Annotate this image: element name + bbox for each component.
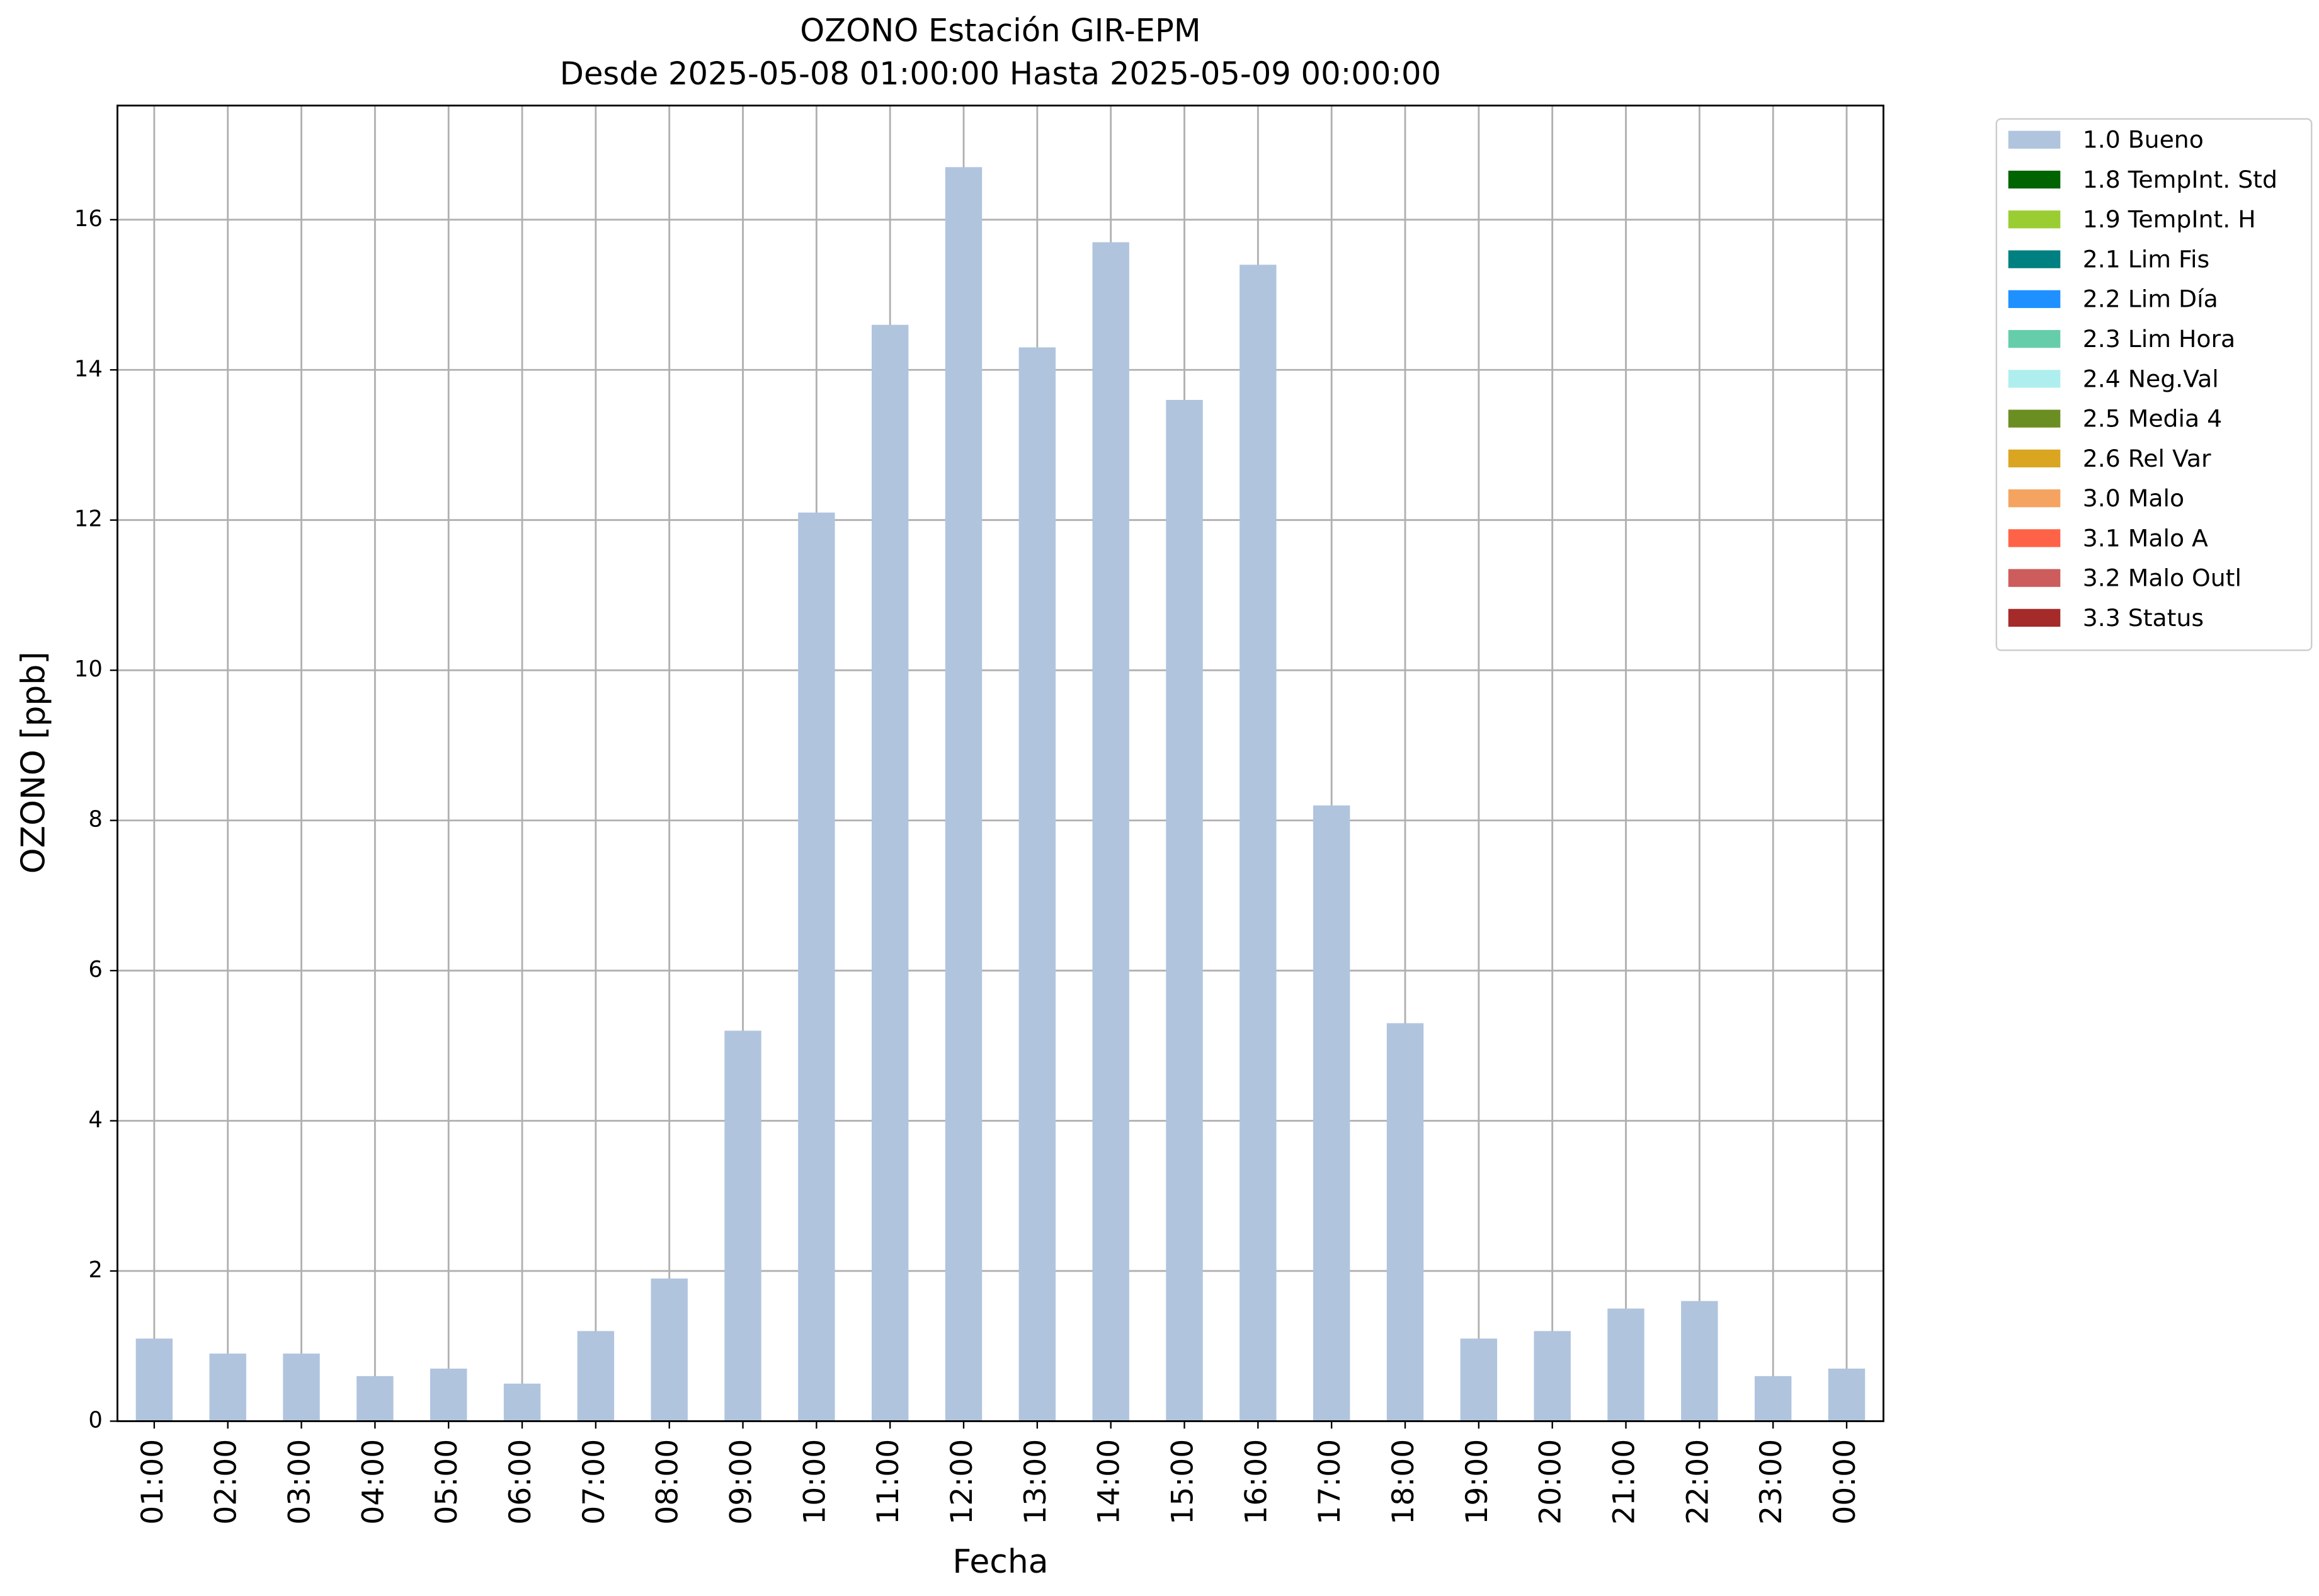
x-tick-label: 21:00	[1607, 1439, 1642, 1525]
x-tick-label: 15:00	[1166, 1439, 1200, 1525]
x-tick-label: 23:00	[1754, 1439, 1789, 1525]
x-tick-label: 22:00	[1680, 1439, 1715, 1525]
x-tick-label: 11:00	[871, 1439, 906, 1525]
x-tick-label: 02:00	[209, 1439, 244, 1525]
bar-segment	[1607, 1308, 1644, 1422]
bar-segment	[577, 1331, 615, 1422]
legend-swatch	[2008, 489, 2061, 508]
legend-label: 3.2 Malo Outl	[2083, 564, 2242, 592]
legend-label: 2.5 Media 4	[2083, 405, 2222, 433]
x-tick-label: 10:00	[797, 1439, 832, 1525]
y-tick-label: 4	[88, 1107, 103, 1133]
y-tick-label: 12	[74, 506, 103, 532]
bar-segment	[1754, 1376, 1792, 1422]
legend-swatch	[2008, 130, 2061, 149]
x-tick-label: 09:00	[724, 1439, 759, 1525]
bars	[135, 167, 1866, 1422]
legend-swatch	[2008, 569, 2061, 587]
bar-segment	[798, 512, 835, 1422]
x-tick-label: 17:00	[1313, 1439, 1347, 1525]
x-tick-label: 20:00	[1534, 1439, 1568, 1525]
y-tick-label: 14	[74, 356, 103, 382]
y-tick-label: 2	[88, 1257, 103, 1283]
legend-swatch	[2008, 210, 2061, 229]
bar-segment	[1534, 1331, 1571, 1422]
x-tick-label: 01:00	[135, 1439, 170, 1525]
legend-swatch	[2008, 170, 2061, 189]
legend-label: 3.1 Malo A	[2083, 524, 2208, 552]
bar-segment	[1460, 1338, 1498, 1422]
x-tick-label: 19:00	[1460, 1439, 1495, 1525]
bar-segment	[871, 324, 909, 1422]
legend-label: 2.3 Lim Hora	[2083, 325, 2235, 353]
legend-label: 2.6 Rel Var	[2083, 445, 2211, 472]
bar-segment	[651, 1278, 688, 1422]
chart-subtitle: Desde 2025-05-08 01:00:00 Hasta 2025-05-…	[560, 55, 1441, 92]
x-tick-label: 13:00	[1018, 1439, 1053, 1525]
x-tick-label: 03:00	[283, 1439, 317, 1525]
bar-segment	[1828, 1368, 1866, 1422]
y-tick-label: 10	[74, 656, 103, 682]
x-tick-label: 18:00	[1386, 1439, 1421, 1525]
x-tick-label: 07:00	[577, 1439, 612, 1525]
legend-label: 2.2 Lim Día	[2083, 285, 2218, 313]
x-tick-label: 05:00	[430, 1439, 464, 1525]
bar-segment	[1092, 242, 1129, 1422]
legend-box	[1995, 118, 2313, 651]
x-tick-label: 06:00	[503, 1439, 538, 1525]
legend-swatch	[2008, 529, 2061, 547]
bar-segment	[1166, 399, 1203, 1422]
x-tick-label: 14:00	[1092, 1439, 1127, 1525]
legend-label: 3.3 Status	[2083, 604, 2204, 632]
x-tick-label: 04:00	[356, 1439, 390, 1525]
y-axis-label: OZONO [ppb]	[15, 651, 53, 874]
x-tick-label: 00:00	[1828, 1439, 1862, 1525]
bar-segment	[1681, 1301, 1718, 1422]
bar-segment	[1239, 265, 1277, 1422]
x-tick-label: 16:00	[1239, 1439, 1273, 1525]
bar-segment	[1386, 1023, 1424, 1422]
legend-label: 1.0 Bueno	[2083, 126, 2204, 154]
chart-title: OZONO Estación GIR-EPM	[800, 12, 1200, 48]
x-tick-label: 12:00	[945, 1439, 979, 1525]
legend-swatch	[2008, 329, 2061, 348]
legend-swatch	[2008, 290, 2061, 309]
y-tick-label: 16	[74, 206, 103, 232]
bar-segment	[1313, 805, 1350, 1422]
y-tick-label: 0	[88, 1407, 103, 1433]
grid	[117, 105, 1884, 1422]
bar-segment	[430, 1368, 467, 1422]
bar-segment	[356, 1376, 394, 1422]
bar-segment	[724, 1030, 761, 1422]
legend-label: 1.9 TempInt. H	[2083, 205, 2256, 233]
plot-frame	[117, 105, 1884, 1422]
bar-segment	[945, 167, 983, 1422]
legend-swatch	[2008, 409, 2061, 428]
legend-swatch	[2008, 370, 2061, 388]
bar-segment	[135, 1338, 173, 1422]
bar-segment	[503, 1383, 541, 1422]
legend-label: 2.4 Neg.Val	[2083, 365, 2219, 392]
x-axis-label: Fecha	[952, 1543, 1048, 1581]
bar-segment	[1018, 347, 1056, 1422]
legend-swatch	[2008, 250, 2061, 268]
legend-label: 2.1 Lim Fis	[2083, 246, 2209, 273]
legend-swatch	[2008, 449, 2061, 468]
y-tick-label: 6	[88, 957, 103, 983]
bar-segment	[209, 1354, 246, 1422]
x-tick-label: 08:00	[651, 1439, 685, 1525]
legend-label: 3.0 Malo	[2083, 484, 2184, 512]
bar-segment	[283, 1354, 320, 1422]
y-tick-label: 8	[88, 807, 103, 833]
legend-swatch	[2008, 608, 2061, 627]
legend-label: 1.8 TempInt. Std	[2083, 166, 2277, 193]
